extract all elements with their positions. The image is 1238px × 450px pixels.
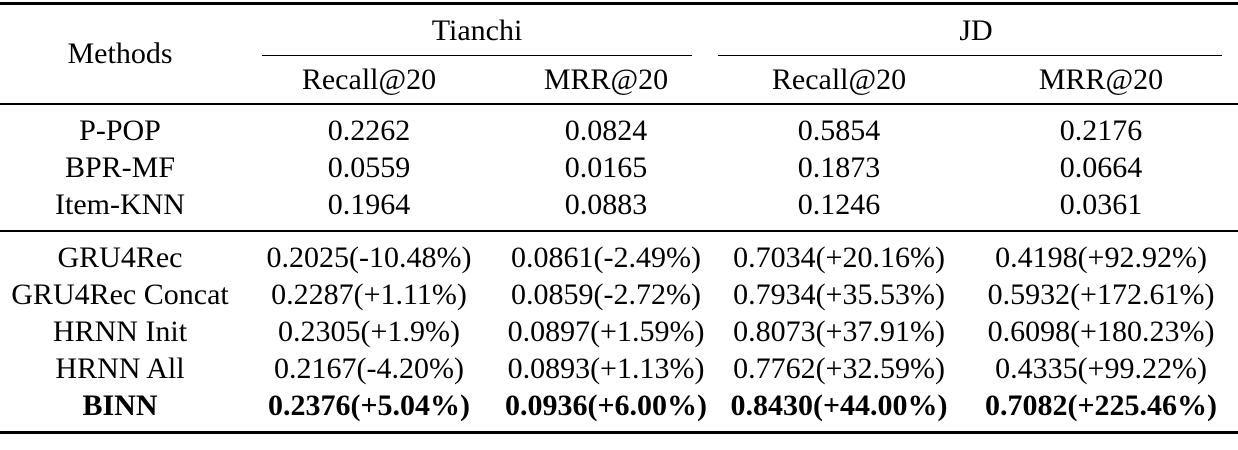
value-cell: 0.0824	[564, 113, 648, 147]
table-header: Methods Tianchi JD Recall@20 MRR@20 Reca…	[0, 4, 1238, 104]
baseline-methods-block: P-POP 0.2262 0.0824 0.5854 0.2176 BPR-MF…	[0, 104, 1238, 231]
method-cell: BPR-MF	[64, 150, 176, 184]
col-header-jd-recall: Recall@20	[771, 62, 907, 96]
value-cell: 0.4335(+99.22%)	[995, 351, 1207, 385]
value-cell: 0.2262	[327, 113, 411, 147]
value-cell: 0.2376(+5.04%)	[267, 388, 471, 422]
value-cell: 0.0861(-2.49%)	[511, 240, 701, 274]
method-cell: P-POP	[79, 113, 161, 147]
value-cell: 0.7034(+20.16%)	[733, 240, 945, 274]
row-p-pop: P-POP 0.2262 0.0824 0.5854 0.2176	[0, 104, 1238, 149]
group-label-jd: JD	[959, 13, 993, 47]
value-cell: 0.2176	[1059, 113, 1143, 147]
method-cell: HRNN Init	[52, 314, 188, 348]
row-hrnn-all: HRNN All 0.2167(-4.20%) 0.0893(+1.13%) 0…	[0, 350, 1238, 387]
row-gru4rec: GRU4Rec 0.2025(-10.48%) 0.0861(-2.49%) 0…	[0, 231, 1238, 276]
row-binn: BINN 0.2376(+5.04%) 0.0936(+6.00%) 0.843…	[0, 387, 1238, 433]
method-cell: GRU4Rec Concat	[11, 277, 229, 311]
jd-cmidrule	[718, 55, 1223, 56]
value-cell: 0.4198(+92.92%)	[995, 240, 1207, 274]
value-cell: 0.2025(-10.48%)	[266, 240, 472, 274]
value-cell: 0.7934(+35.53%)	[733, 277, 945, 311]
group-label-tianchi: Tianchi	[431, 13, 523, 47]
value-cell: 0.7082(+225.46%)	[984, 388, 1218, 422]
row-hrnn-init: HRNN Init 0.2305(+1.9%) 0.0897(+1.59%) 0…	[0, 313, 1238, 350]
value-cell: 0.0664	[1059, 150, 1143, 184]
results-table: Methods Tianchi JD Recall@20 MRR@20 Reca…	[0, 2, 1238, 434]
value-cell: 0.5854	[797, 113, 881, 147]
value-cell: 0.2167(-4.20%)	[274, 351, 464, 385]
value-cell: 0.0893(+1.13%)	[507, 351, 705, 385]
tianchi-cmidrule	[262, 55, 693, 56]
row-gru4rec-concat: GRU4Rec Concat 0.2287(+1.11%) 0.0859(-2.…	[0, 276, 1238, 313]
value-cell: 0.0559	[327, 150, 411, 184]
value-cell: 0.1873	[797, 150, 881, 184]
method-cell: BINN	[82, 388, 158, 422]
value-cell: 0.0897(+1.59%)	[507, 314, 705, 348]
value-cell: 0.0165	[564, 150, 648, 184]
metric-header-row: Recall@20 MRR@20 Recall@20 MRR@20	[0, 56, 1238, 104]
method-cell: Item-KNN	[55, 187, 185, 221]
method-cell: HRNN All	[55, 351, 185, 385]
value-cell: 0.1246	[797, 187, 881, 221]
value-cell: 0.8430(+44.00%)	[730, 388, 948, 422]
col-header-tianchi-recall: Recall@20	[301, 62, 437, 96]
col-header-tianchi-mrr: MRR@20	[543, 62, 669, 96]
value-cell: 0.2305(+1.9%)	[278, 314, 460, 348]
value-cell: 0.0936(+6.00%)	[504, 388, 708, 422]
value-cell: 0.6098(+180.23%)	[987, 314, 1215, 348]
value-cell: 0.0361	[1059, 187, 1143, 221]
session-methods-block: GRU4Rec 0.2025(-10.48%) 0.0861(-2.49%) 0…	[0, 231, 1238, 433]
group-header-row: Methods Tianchi JD	[0, 4, 1238, 70]
value-cell: 0.5932(+172.61%)	[987, 277, 1215, 311]
value-cell: 0.1964	[327, 187, 411, 221]
method-cell: GRU4Rec	[57, 240, 183, 274]
col-header-jd-mrr: MRR@20	[1038, 62, 1164, 96]
value-cell: 0.7762(+32.59%)	[733, 351, 945, 385]
group-header-jd: JD	[714, 4, 1238, 56]
row-bpr-mf: BPR-MF 0.0559 0.0165 0.1873 0.0664	[0, 149, 1238, 186]
value-cell: 0.8073(+37.91%)	[733, 314, 945, 348]
value-cell: 0.0883	[564, 187, 648, 221]
group-header-tianchi: Tianchi	[240, 4, 714, 56]
row-item-knn: Item-KNN 0.1964 0.0883 0.1246 0.0361	[0, 186, 1238, 231]
value-cell: 0.0859(-2.72%)	[511, 277, 701, 311]
value-cell: 0.2287(+1.11%)	[271, 277, 467, 311]
methods-column-header: Methods	[67, 37, 173, 70]
